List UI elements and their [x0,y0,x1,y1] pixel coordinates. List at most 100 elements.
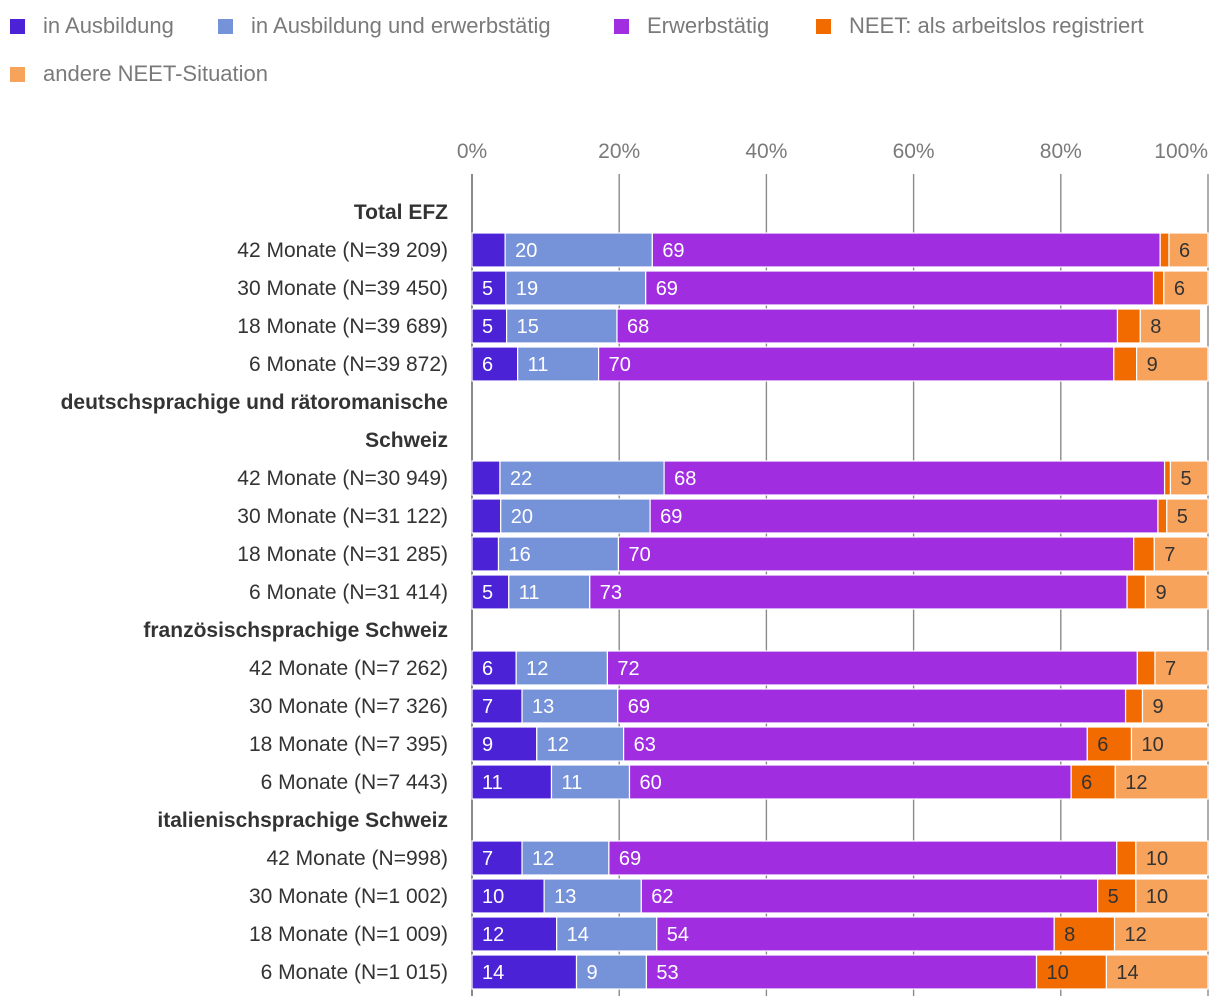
data-label: 11 [561,772,582,794]
group-title: italienischsprachige Schweiz [157,809,448,832]
data-label: 11 [519,582,540,604]
bar-segment [471,346,519,382]
group-title: Total EFZ [354,201,448,224]
x-tick-label: 100% [1154,140,1208,163]
data-label: 10 [1146,848,1168,870]
data-label: 14 [567,924,589,946]
data-label: 12 [532,848,554,870]
x-tick-label: 0% [457,140,487,163]
bar-segment [1116,840,1137,876]
legend-item: NEET: als arbeitslos registriert [816,13,1144,39]
bar-segment [471,270,507,306]
bar-segment [1105,954,1209,990]
bar-segment [1168,232,1209,268]
legend-swatch [218,18,233,34]
data-label: 13 [532,696,554,718]
data-label: 9 [1155,582,1166,604]
bar-segment [1133,536,1155,572]
bar-segment [606,650,1138,686]
data-label: 10 [482,886,504,908]
data-label: 12 [482,924,504,946]
bar-segment [471,878,545,914]
bar-segment [1159,232,1170,268]
x-tick-label: 40% [745,140,787,163]
bar-segment [1086,726,1133,762]
legend-swatch [10,66,25,82]
legend-label: andere NEET-Situation [43,61,269,86]
x-tick-label: 80% [1040,140,1082,163]
bar-segment [1126,574,1147,610]
bar-segment [556,916,658,952]
data-label: 12 [1125,924,1147,946]
bar-segment [651,232,1161,268]
data-label: 6 [1081,772,1092,794]
bar-segment [623,726,1088,762]
data-label: 12 [526,658,548,680]
bar-segment [649,498,1159,534]
data-label: 69 [656,278,678,300]
bar-segment [1070,764,1116,800]
data-label: 14 [482,962,504,984]
row-label: 6 Monate (N=39 872) [249,353,448,376]
bar-segment [1169,460,1209,496]
data-label: 63 [634,734,656,756]
bar-segment [504,232,653,268]
data-label: 6 [1097,734,1108,756]
data-label: 13 [554,886,576,908]
bar-segment [628,764,1072,800]
bar-segment [508,574,591,610]
bar-segment [1166,498,1209,534]
bar-segment [1135,840,1209,876]
data-label: 70 [628,544,650,566]
data-label: 9 [482,734,493,756]
bar-segment [1144,574,1209,610]
legend-label: in Ausbildung [43,13,174,38]
data-label: 5 [482,316,493,338]
bar-segment [471,308,508,344]
bar-segment [1157,498,1168,534]
data-label: 54 [667,924,689,946]
bar-segment [1135,878,1209,914]
row-label: 18 Monate (N=7 395) [249,733,448,756]
bar-segment [1141,688,1209,724]
bar-segment [617,536,1135,572]
bar-segment [575,954,648,990]
bar-segment [645,954,1038,990]
data-label: 60 [640,772,662,794]
data-label: 9 [587,962,598,984]
data-label: 62 [651,886,673,908]
bar-segment [1136,650,1156,686]
row-label: 42 Monate (N=7 262) [249,657,448,680]
data-label: 6 [482,658,493,680]
bar-segment [471,232,506,268]
bar-segment [1113,916,1209,952]
bar-segment [471,840,523,876]
data-label: 10 [1047,962,1069,984]
data-label: 12 [1125,772,1147,794]
bar-segment [1163,270,1209,306]
row-label: 6 Monate (N=31 414) [249,581,448,604]
data-label: 9 [1152,696,1163,718]
bar-segment [471,650,517,686]
bar-segment [589,574,1128,610]
data-label: 20 [511,506,533,528]
row-label: 30 Monate (N=7 326) [249,695,448,718]
bar-segment [1139,308,1202,344]
x-tick-label: 20% [598,140,640,163]
group-title: französischsprachige Schweiz [143,619,448,642]
bar-segment [471,498,502,534]
legend: in Ausbildung in Ausbildung und erwerbstä… [0,0,1220,100]
legend-label: NEET: als arbeitslos registriert [849,13,1144,38]
bar-segment [616,308,1119,344]
bar-segment [656,916,1055,952]
data-label: 5 [1177,506,1188,528]
data-label: 6 [482,354,493,376]
data-label: 9 [1147,354,1158,376]
bar-segment [515,650,609,686]
data-label: 5 [482,582,493,604]
x-tick-label: 60% [893,140,935,163]
row-label: 6 Monate (N=7 443) [261,771,448,794]
data-label: 20 [515,240,537,262]
x-axis-ticks: 0% 20% 40% 60% 80% 100% [457,140,1208,163]
bar-segment [1153,536,1209,572]
